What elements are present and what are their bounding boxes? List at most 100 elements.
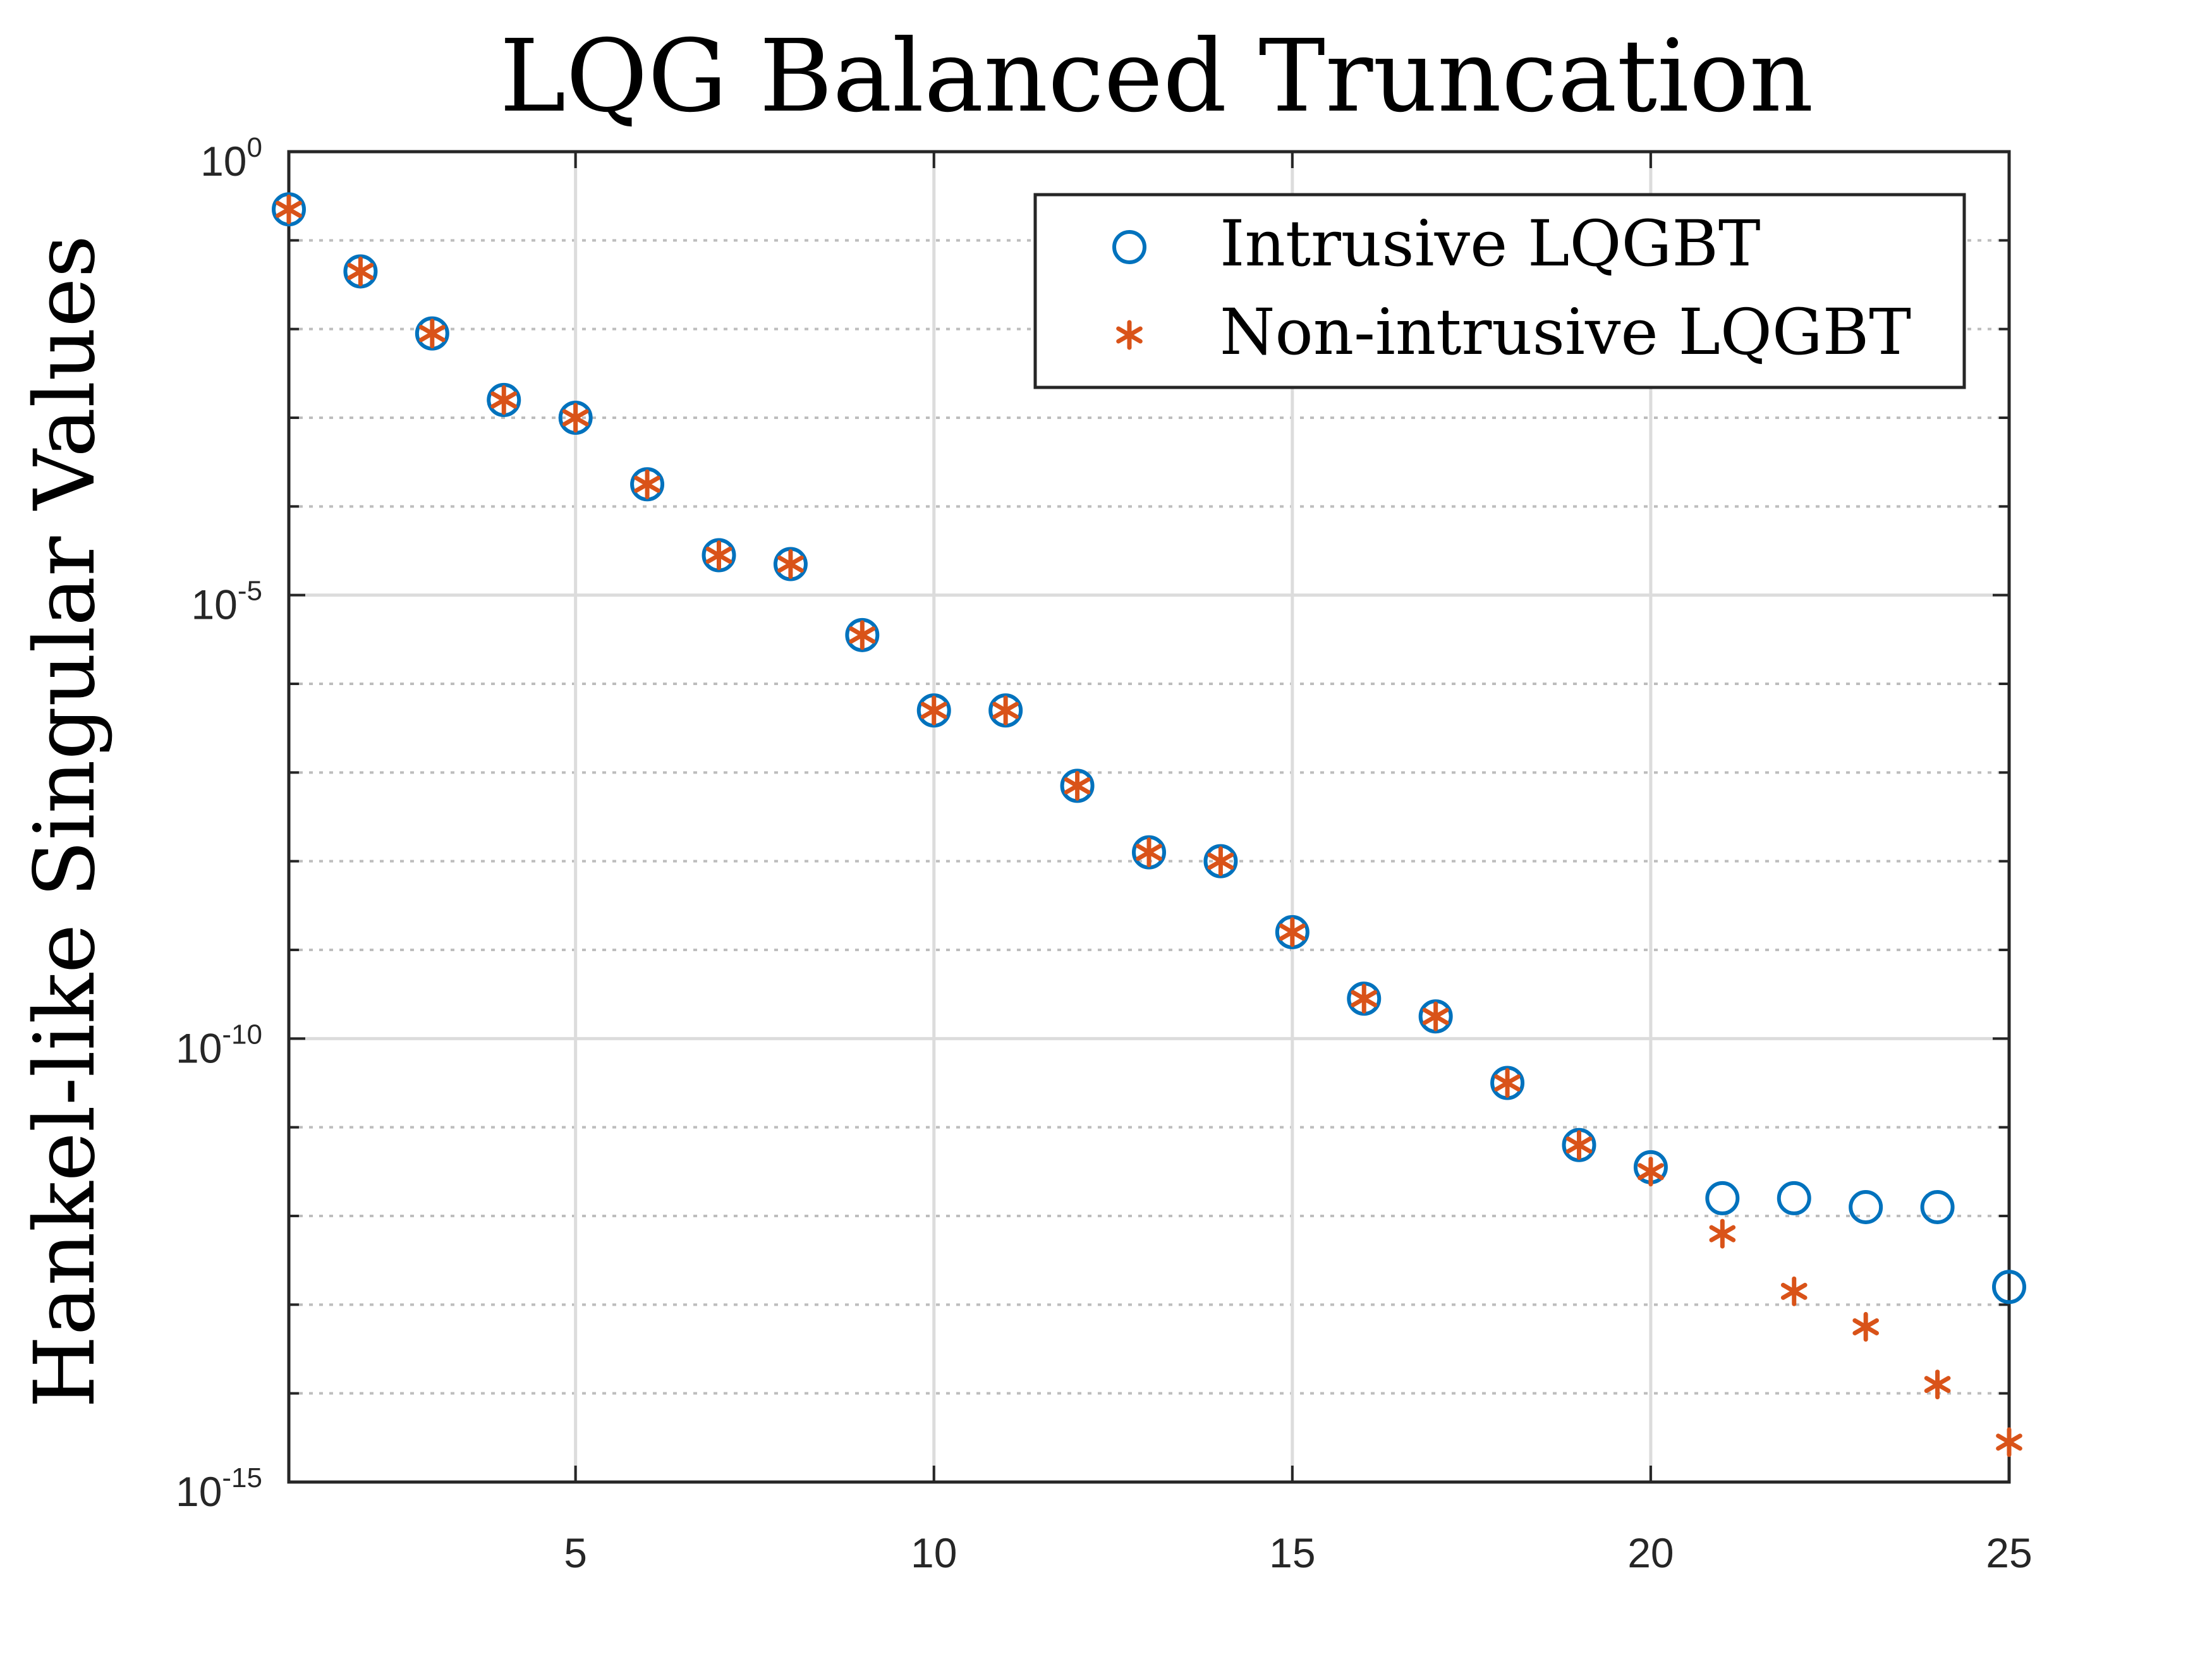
- point-non-intrusive: [1207, 846, 1234, 877]
- point-non-intrusive: [1064, 770, 1091, 801]
- asterisk-stroke: [1064, 777, 1091, 794]
- point-non-intrusive: [920, 695, 947, 726]
- point-non-intrusive: [1638, 1157, 1664, 1187]
- y-tick-label: 10-15: [176, 1462, 262, 1515]
- asterisk-stroke: [705, 547, 732, 564]
- point-non-intrusive: [849, 620, 876, 650]
- point-intrusive: [845, 617, 880, 652]
- point-intrusive: [1705, 1181, 1740, 1215]
- point-intrusive: [1562, 1127, 1596, 1162]
- point-non-intrusive: [1136, 837, 1162, 868]
- asterisk-stroke: [419, 325, 446, 343]
- asterisk-stroke: [1996, 1433, 2022, 1451]
- point-non-intrusive: [1565, 1130, 1593, 1160]
- point-intrusive: [1490, 1066, 1525, 1100]
- point-non-intrusive: [634, 469, 660, 499]
- legend-marker-intrusive: [1112, 230, 1146, 264]
- asterisk-stroke: [1565, 1136, 1593, 1154]
- y-tick-label-exponent: -15: [222, 1462, 262, 1493]
- y-tick-label-base: 10: [176, 1468, 222, 1515]
- asterisk-stroke: [1207, 853, 1234, 870]
- y-tick-label-exponent: -5: [238, 576, 262, 607]
- point-intrusive: [343, 254, 378, 289]
- asterisk-stroke: [920, 702, 947, 719]
- asterisk-stroke: [634, 475, 660, 493]
- point-non-intrusive: [562, 403, 589, 433]
- asterisk-stroke: [1494, 1074, 1521, 1091]
- point-intrusive: [1418, 999, 1453, 1034]
- point-non-intrusive: [1279, 917, 1306, 947]
- y-axis-label: Hankel-like Singular Values: [16, 235, 114, 1408]
- point-non-intrusive: [1422, 1001, 1449, 1031]
- asterisk-stroke: [562, 409, 589, 427]
- point-intrusive: [1347, 981, 1382, 1016]
- point-intrusive: [630, 467, 665, 502]
- point-non-intrusive: [419, 319, 446, 349]
- y-tick-label: 100: [200, 132, 262, 185]
- asterisk-stroke: [1709, 1225, 1736, 1243]
- point-intrusive: [1920, 1189, 1955, 1224]
- point-non-intrusive: [1924, 1370, 1951, 1400]
- point-intrusive: [1203, 844, 1238, 878]
- legend-label-non-intrusive: Non-intrusive LQGBT: [1220, 295, 1911, 369]
- point-intrusive: [272, 192, 306, 227]
- asterisk-stroke: [490, 391, 518, 409]
- point-intrusive: [1992, 1270, 2026, 1304]
- y-tick-label-base: 10: [200, 138, 246, 185]
- point-non-intrusive: [705, 540, 732, 571]
- point-intrusive: [988, 693, 1023, 728]
- point-non-intrusive: [1852, 1311, 1879, 1342]
- x-tick-label: 15: [1269, 1529, 1315, 1576]
- asterisk-stroke: [276, 200, 302, 218]
- point-non-intrusive: [992, 695, 1019, 726]
- legend-label-intrusive: Intrusive LQGBT: [1220, 207, 1761, 281]
- legend-marker-non-intrusive: [1116, 320, 1143, 350]
- point-non-intrusive: [1996, 1427, 2022, 1457]
- data-markers: [272, 192, 2026, 1457]
- asterisk-stroke: [777, 556, 804, 573]
- asterisk-stroke: [1279, 923, 1306, 941]
- point-intrusive: [702, 538, 736, 573]
- asterisk-stroke: [1852, 1318, 1879, 1335]
- y-tick-label-base: 10: [176, 1024, 222, 1071]
- point-intrusive: [415, 316, 449, 351]
- point-intrusive: [558, 401, 593, 435]
- point-non-intrusive: [1780, 1276, 1808, 1306]
- point-non-intrusive: [490, 385, 518, 415]
- y-tick-label: 10-5: [191, 576, 262, 628]
- legend-box: [1033, 193, 1966, 389]
- point-non-intrusive: [1351, 983, 1378, 1014]
- y-tick-label-exponent: 0: [247, 132, 262, 163]
- asterisk-stroke: [1136, 844, 1162, 861]
- asterisk-stroke: [1780, 1282, 1808, 1300]
- y-tick-label-exponent: -10: [222, 1019, 262, 1050]
- chart-title: LQG Balanced Truncation: [499, 18, 1813, 135]
- point-intrusive: [1060, 769, 1095, 803]
- point-intrusive: [773, 547, 808, 581]
- x-tick-label: 10: [911, 1529, 957, 1576]
- point-intrusive: [1777, 1181, 1811, 1215]
- legend: Intrusive LQGBT Non-intrusive LQGBT: [1033, 193, 1966, 389]
- point-intrusive: [916, 693, 951, 728]
- point-non-intrusive: [347, 256, 374, 286]
- y-tick-label-base: 10: [191, 581, 237, 628]
- x-tick-label: 5: [564, 1529, 587, 1576]
- asterisk-stroke: [1422, 1007, 1449, 1025]
- asterisk-stroke: [1351, 990, 1378, 1007]
- asterisk-stroke: [347, 262, 374, 280]
- asterisk-stroke: [992, 702, 1019, 719]
- asterisk-stroke: [1638, 1163, 1664, 1181]
- point-non-intrusive: [276, 194, 302, 224]
- plot-area-frame: [287, 150, 2011, 1484]
- asterisk-stroke: [1924, 1376, 1951, 1394]
- x-tick-label: 20: [1627, 1529, 1674, 1576]
- point-intrusive: [1132, 835, 1166, 870]
- point-non-intrusive: [777, 549, 804, 580]
- point-intrusive: [487, 382, 521, 417]
- point-non-intrusive: [1494, 1068, 1521, 1098]
- point-intrusive: [1275, 915, 1310, 949]
- asterisk-stroke: [849, 626, 876, 644]
- point-non-intrusive: [1709, 1218, 1736, 1249]
